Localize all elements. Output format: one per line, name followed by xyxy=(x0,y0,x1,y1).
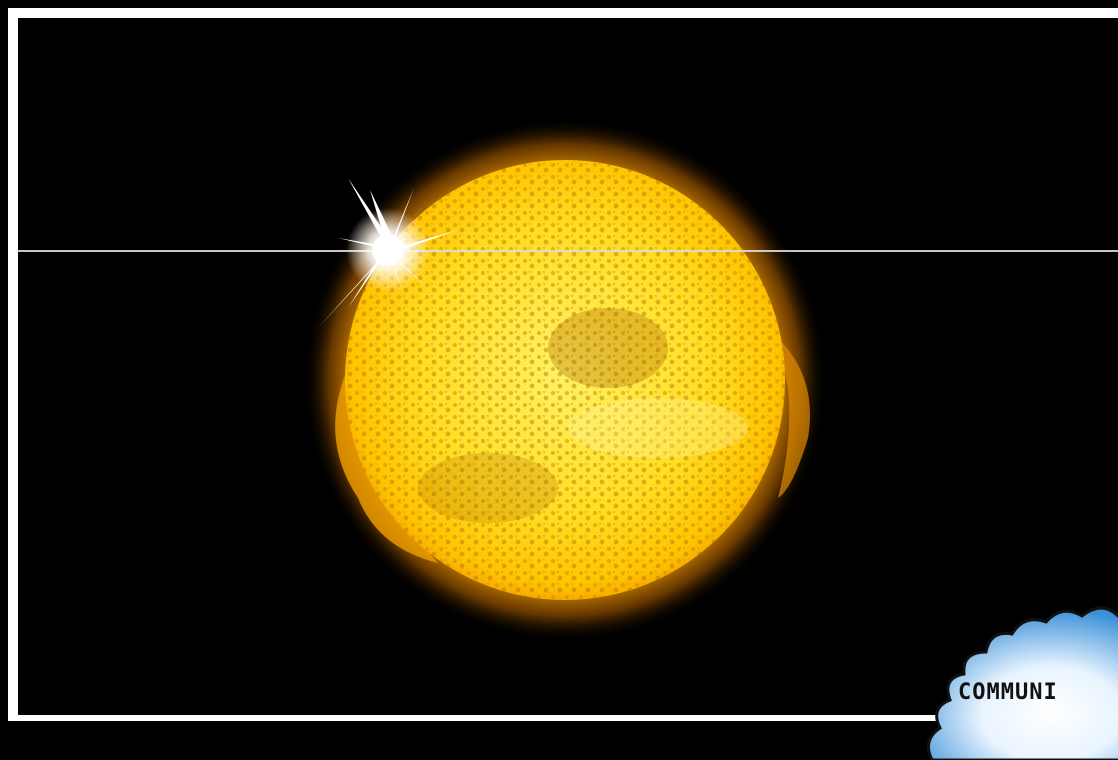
frame: COMMUNI xyxy=(8,8,1118,760)
comic-panel xyxy=(8,8,1118,721)
horizontal-scan-line xyxy=(18,250,1118,252)
panel-scene xyxy=(18,18,1118,715)
lens-flare-icon xyxy=(318,178,458,328)
prominence-right xyxy=(778,338,810,498)
sunspot-region xyxy=(548,308,668,388)
burst-badge-icon xyxy=(926,606,1118,760)
badge-label: COMMUNI xyxy=(958,680,1058,705)
